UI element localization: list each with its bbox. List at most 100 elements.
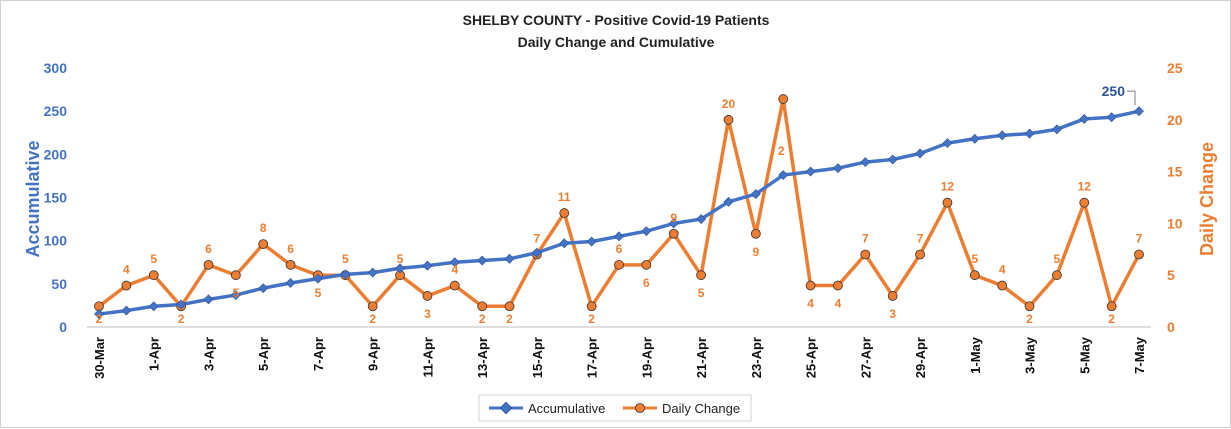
daily-change-point [1134,249,1144,260]
x-ticks: 30-Mar 1-Apr 3-Apr 5-Apr 7-Apr 9-Apr 11-Apr 13-… [92,336,1147,379]
accumulative-point [449,257,460,268]
accumulative-point [176,299,187,310]
daily-change-label: 5 [342,252,349,266]
accumulative-point [641,226,652,237]
daily-change-label: 6 [643,276,650,290]
daily-change-label: 6 [205,242,212,256]
daily-change-point [367,301,378,312]
accumulative-point [586,236,597,247]
legend-box [478,394,752,422]
x-tick-label: 19-Apr [639,337,654,378]
accumulative-point [230,290,241,301]
accumulative-point [121,305,132,316]
accumulative-point [778,170,789,181]
accumulative-point [723,196,734,207]
daily-change-point [203,259,214,270]
x-tick-label: 25-Apr [804,337,819,378]
legend-accumulative-marker [499,401,513,415]
daily-change-point [696,270,707,281]
daily-change-label: 3 [889,307,896,321]
x-tick-label: 5-May [1077,336,1092,374]
accumulative-leader-line [1127,90,1136,106]
data-labels-daily-change: 2 4 5 2 6 5 8 6 5 5 2 5 3 4 2 2 7 11 2 6 6 9 5 20 9 2 4 4 7 3 7 12 5 4 2 5 1… [96,97,1143,326]
daily-change-point [449,280,460,291]
daily-change-label: 3 [424,307,431,321]
accumulative-point [1079,113,1090,124]
y-tick-right-label: 5 [1167,267,1175,283]
daily-change-label: 4 [451,263,458,277]
x-tick-label: 9-Apr [366,337,381,371]
daily-change-label: 20 [722,97,736,111]
accumulative-point [367,267,378,278]
daily-change-label: 5 [698,286,705,300]
accumulative-point [614,231,624,242]
y-ticks-right: 0 5 10 15 20 25 [1167,60,1183,335]
daily-change-point [915,249,925,260]
daily-change-label: 5 [1054,252,1061,266]
legend-daily-change-marker [635,403,645,413]
daily-change-point [778,94,789,104]
accumulative-point [258,283,269,294]
x-tick-label: 21-Apr [694,337,709,378]
accumulative-last-label: 250 [1102,83,1126,99]
daily-change-point [723,114,734,125]
daily-change-label: 9 [752,245,759,259]
accumulative-point [504,253,515,264]
x-tick-label: 27-Apr [858,337,873,378]
x-tick-label: 1-May [968,336,983,374]
y-tick-left-label: 300 [44,60,68,76]
accumulative-point [942,138,953,149]
y-tick-left-label: 200 [44,146,68,162]
daily-change-point [969,270,980,281]
daily-change-label: 2 [588,312,595,326]
x-tick-label: 15-Apr [530,337,545,378]
daily-change-label: 2 [369,312,376,326]
accumulative-line [98,109,1140,316]
legend-daily-change-label: Daily Change [662,401,740,416]
accumulative-point [1024,128,1035,139]
daily-change-point [121,280,132,291]
daily-change-point [641,259,652,270]
x-tick-label: 17-Apr [585,337,600,378]
accumulative-point [750,189,761,199]
daily-change-label: 2 [1108,312,1115,326]
accumulative-point [148,301,159,312]
daily-change-label: 4 [835,297,842,311]
daily-change-point [559,208,570,218]
daily-change-point [422,291,433,301]
accumulative-point [969,133,980,144]
x-tick-label: 7-Apr [311,337,326,371]
daily-change-label: 8 [260,221,267,235]
accumulative-point [422,260,433,271]
x-tick-label: 23-Apr [749,337,764,378]
daily-change-label: 5 [315,286,322,300]
daily-change-point [860,249,871,260]
accumulative-point [94,309,104,319]
accumulative-point [832,163,843,174]
accumulative-point [805,166,816,177]
daily-change-label: 7 [534,231,541,245]
y-tick-right-label: 0 [1167,319,1175,335]
daily-change-label: 12 [941,180,955,194]
accumulative-point [1106,112,1117,123]
daily-change-point [887,291,898,301]
x-tick-label: 30-Mar [92,337,107,379]
daily-change-label: 7 [917,231,924,245]
y-tick-right-label: 20 [1167,112,1183,128]
accumulative-point [696,214,707,225]
daily-change-line [97,97,1141,309]
accumulative-point [312,273,323,284]
daily-change-label: 5 [232,286,239,300]
daily-change-label: 2 [506,312,513,326]
accumulative-point [915,148,926,159]
daily-change-point [477,301,488,312]
daily-change-point [750,228,761,239]
legend-accumulative-label: Accumulative [528,401,605,416]
daily-change-point [1051,270,1062,281]
y-ticks-left: 0 50 100 150 200 250 300 [44,60,68,335]
series-accumulative [94,106,1144,319]
daily-change-label: 4 [123,263,130,277]
x-tick-label: 3-Apr [201,337,216,371]
